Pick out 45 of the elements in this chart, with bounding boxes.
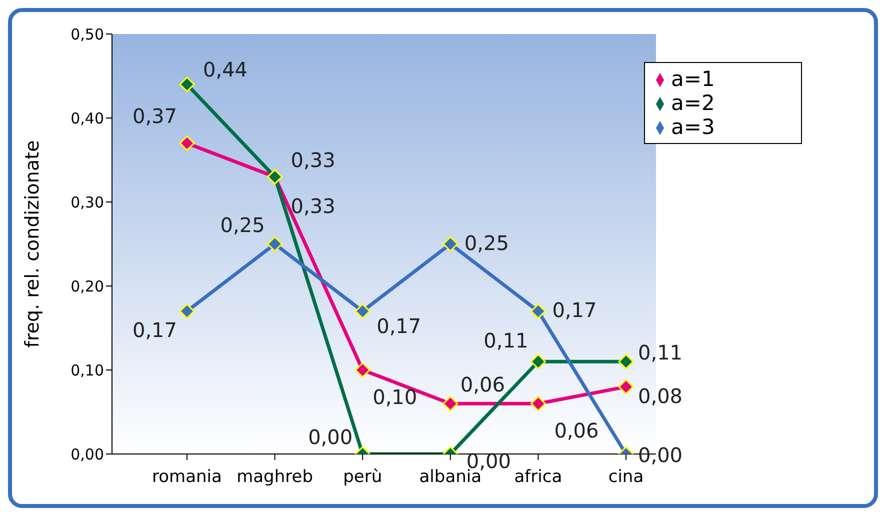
data-label: 0,17 [376,314,422,338]
y-axis-title: freq. rel. condizionate [22,140,44,348]
point [442,396,458,412]
point [179,303,195,319]
point [530,303,546,319]
data-label: 0,37 [132,104,177,128]
data-label: 0,17 [132,318,177,342]
point [618,354,634,370]
y-tick-label: 0,10 [70,361,104,380]
x-tick-label: africa [514,467,562,488]
y-tick-label: 0,50 [70,25,104,44]
x-tick-label: romania [152,467,222,488]
data-label: 0,25 [464,231,509,255]
data-label: 0,17 [552,298,597,322]
data-label: 0,44 [203,57,248,82]
data-label: 0,06 [460,372,505,397]
x-tick-label: cina [608,467,644,488]
x-tick-label: maghreb [236,467,314,488]
data-label: 0,00 [638,443,683,467]
y-tick-label: 0,30 [70,193,104,212]
point [530,396,546,412]
point [354,303,370,319]
data-label: 0,06 [554,418,599,443]
legend-label: a=1 [671,67,715,91]
legend-label: a=3 [671,115,715,139]
point [442,236,458,252]
data-label: 0,11 [484,328,528,353]
data-label: 0,00 [308,425,353,449]
data-label: 0,08 [638,384,683,408]
point [267,236,283,252]
data-label: 0,10 [372,385,418,409]
y-tick-label: 0,20 [70,277,104,296]
point [618,379,634,395]
x-tick-label: perù [343,467,382,488]
data-label: 0,33 [290,194,336,218]
legend-label: a=2 [671,91,715,115]
y-tick-label: 0,40 [70,109,104,128]
data-label: 0,25 [220,213,265,237]
point [179,135,195,151]
point [354,362,370,378]
point [179,76,195,92]
point [530,354,546,370]
data-label: 0,33 [290,148,336,172]
y-tick-label: 0,00 [70,445,104,464]
data-label: 0,11 [638,340,683,365]
